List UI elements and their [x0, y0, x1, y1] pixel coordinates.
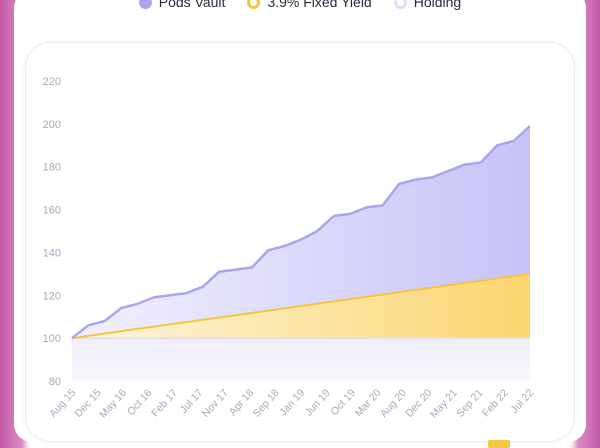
x-tick-label: Feb 22 — [480, 387, 511, 419]
y-tick-label: 200 — [43, 119, 61, 131]
fixed-yield-line — [71, 272, 531, 340]
legend-label-holding: Holding — [413, 0, 462, 10]
x-tick-label: Aug 15 — [47, 387, 78, 420]
x-tick-label: Nov 17 — [200, 387, 231, 420]
x-tick-label: Sep 21 — [454, 387, 485, 420]
y-tick-label: 160 — [43, 205, 61, 217]
pods-vault-area — [72, 126, 530, 339]
holding-area — [72, 338, 530, 381]
y-tick-label: 220 — [43, 76, 61, 88]
x-tick-label: May 21 — [428, 387, 460, 421]
x-tick-label: Jul 22 — [509, 387, 537, 416]
legend-dot-holding — [393, 0, 407, 9]
y-tick-label: 140 — [43, 247, 61, 259]
y-tick-label: 80 — [49, 376, 61, 388]
legend-dot-fixed-yield — [247, 0, 261, 9]
chart-legend: Pods Vault 3.9% Fixed Yield Holding — [0, 0, 600, 13]
x-tick-label: Mar 20 — [353, 387, 384, 419]
legend-item-holding[interactable]: Holding — [393, 0, 462, 10]
x-tick-label: Jan 19 — [277, 387, 307, 419]
y-tick-label: 100 — [43, 333, 61, 345]
x-tick-label: Jun 19 — [303, 387, 333, 419]
legend-label-fixed-yield: 3.9% Fixed Yield — [267, 0, 372, 10]
x-tick-label: Aug 20 — [378, 387, 409, 420]
legend-label-pods-vault: Pods Vault — [158, 0, 226, 10]
y-tick-label: 180 — [43, 162, 61, 174]
legend-dot-pods-vault — [138, 0, 152, 9]
legend-item-fixed-yield[interactable]: 3.9% Fixed Yield — [247, 0, 372, 10]
pods-vault-line — [71, 125, 531, 340]
legend-item-pods-vault[interactable]: Pods Vault — [138, 0, 226, 10]
brand-logo-fragment — [488, 440, 510, 448]
x-tick-label: Sep 18 — [251, 387, 282, 420]
y-tick-label: 120 — [43, 290, 61, 302]
x-tick-label: Feb 17 — [149, 387, 180, 419]
x-tick-label: May 16 — [97, 387, 129, 421]
